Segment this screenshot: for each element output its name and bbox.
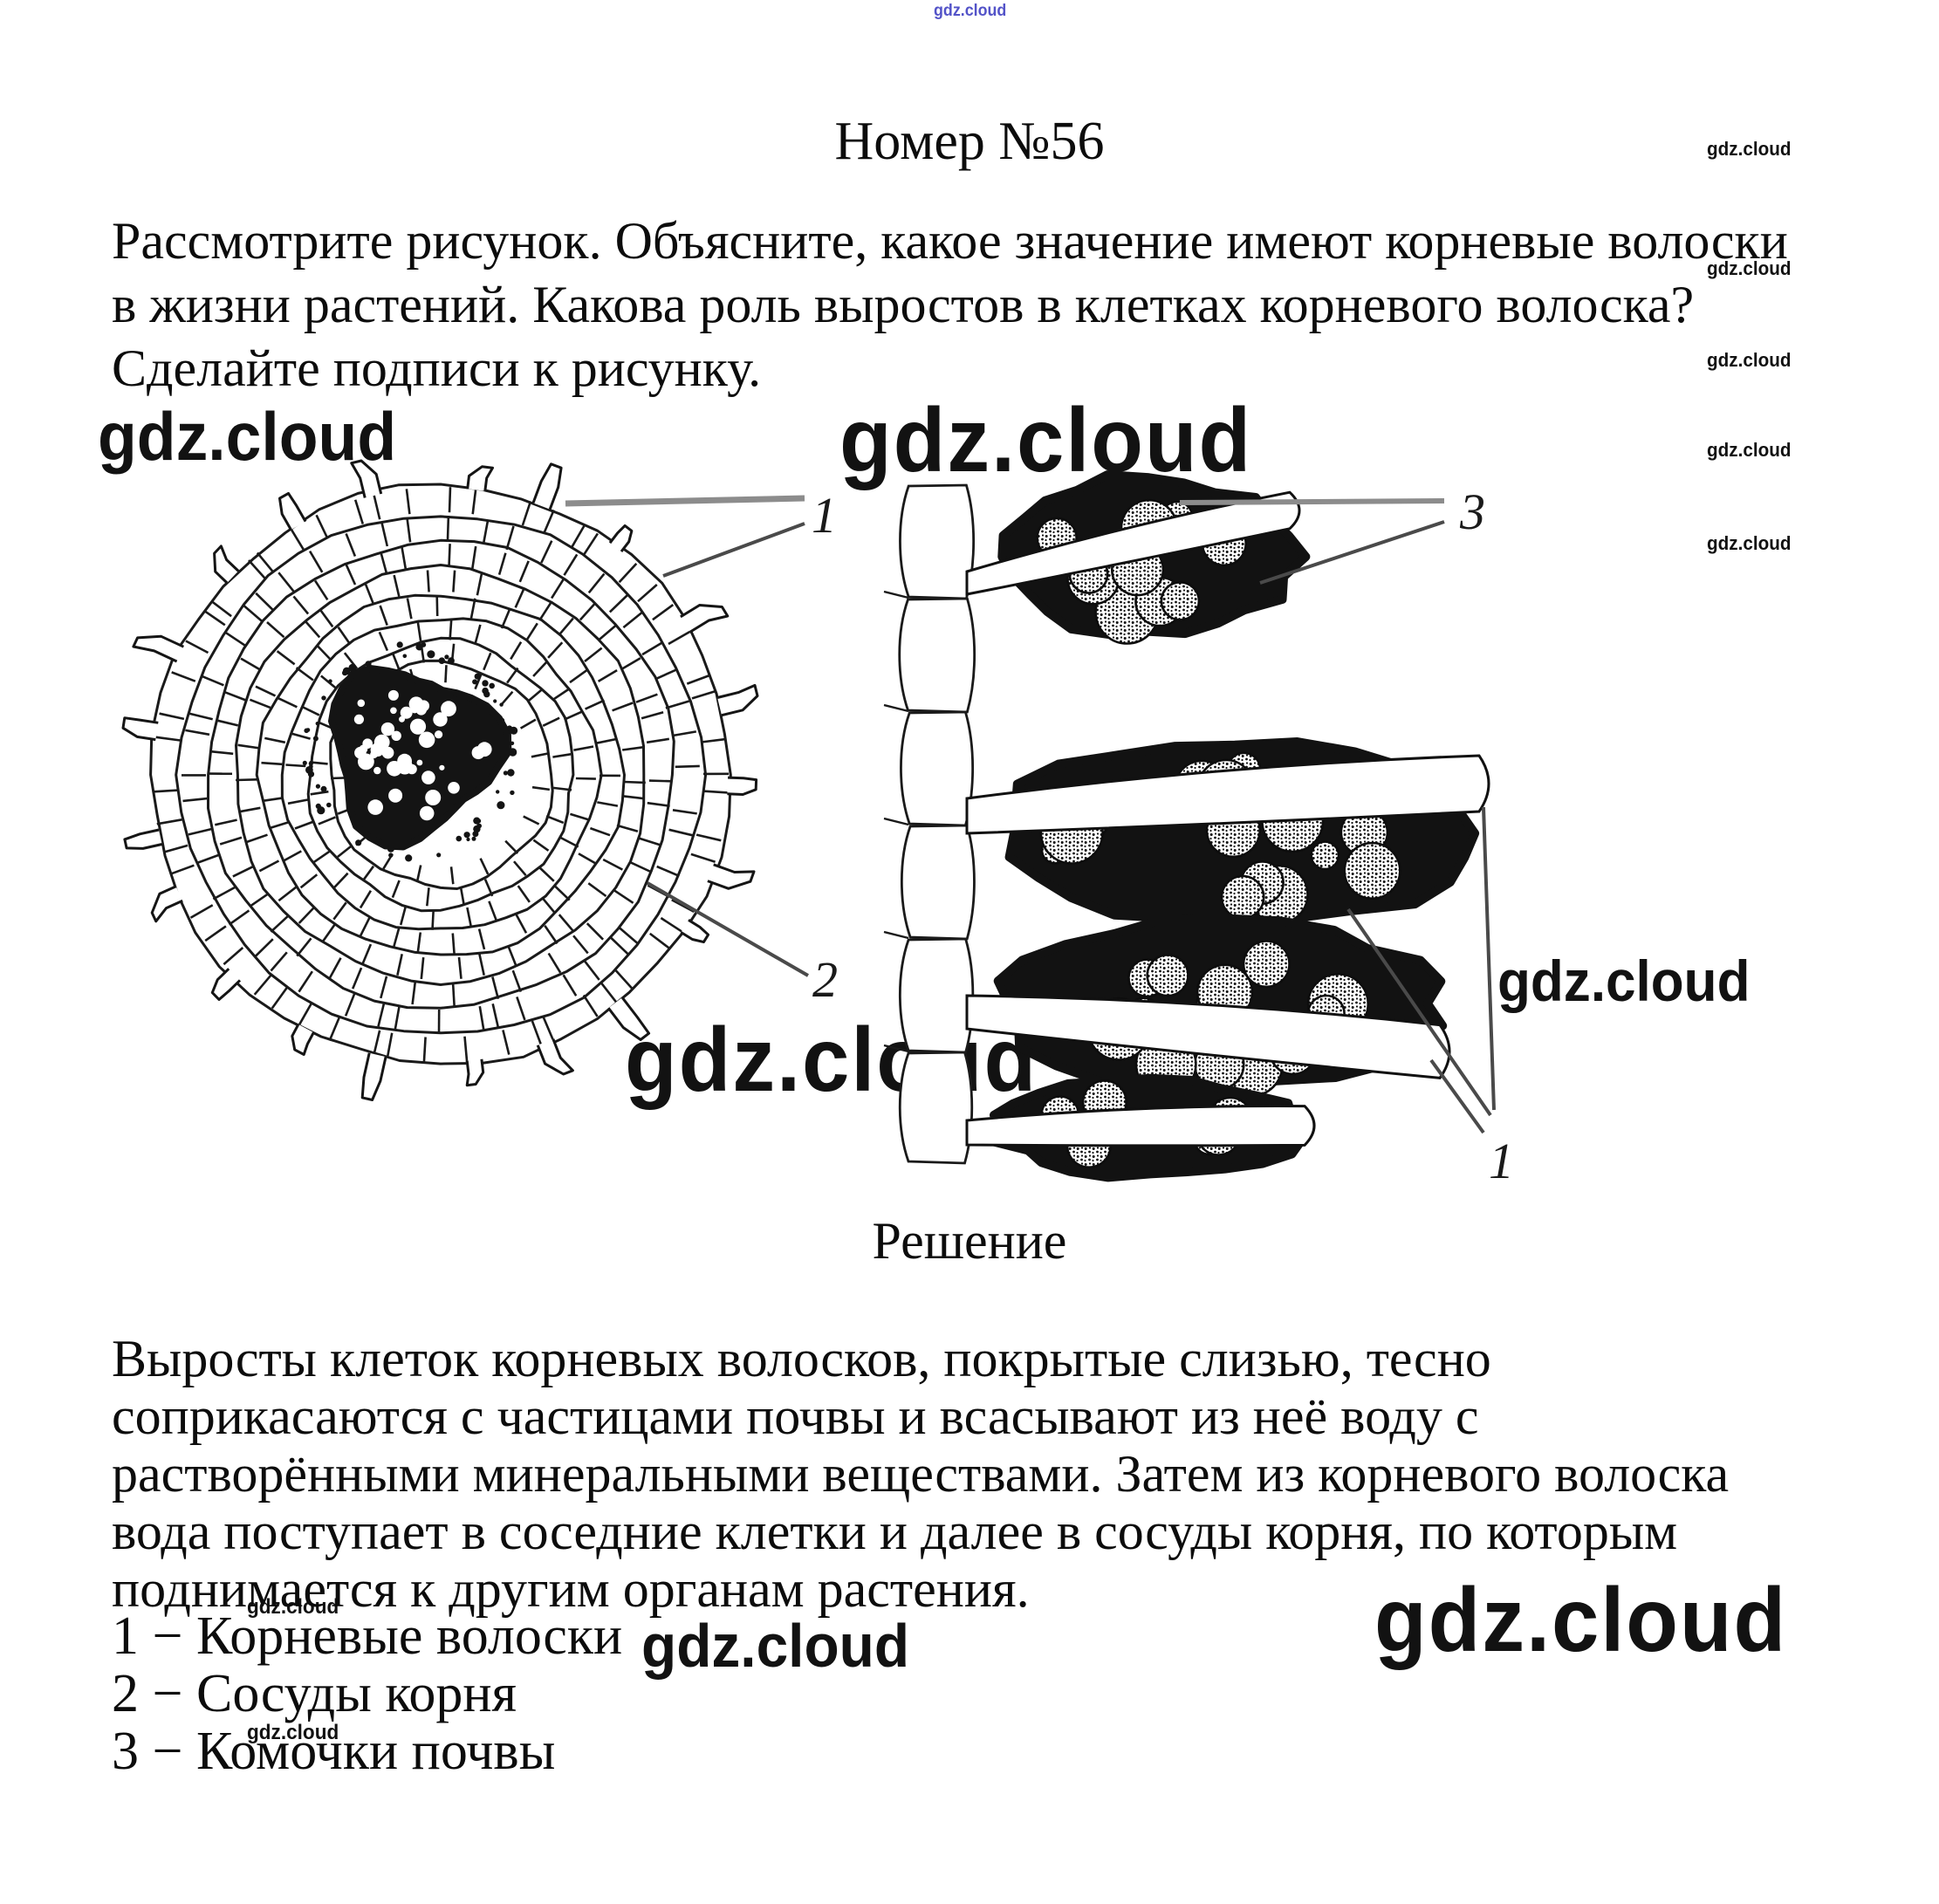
root-cross-section-drawing: [121, 459, 759, 1101]
watermark-gdz-cloud-right: gdz.cloud: [1497, 949, 1751, 1013]
watermark-gdz-cloud-side: gdz.cloud: [1707, 349, 1792, 371]
question-line: Рассмотрите рисунок. Объясните, какое зн…: [112, 212, 1788, 270]
legend-item: 1 − Корневые волоски: [112, 1606, 623, 1666]
watermark-gdz-cloud-bottom-right: gdz.cloud: [1374, 1570, 1788, 1671]
legend-item: 3 − Комочки почвы: [112, 1722, 556, 1781]
watermark-gdz-cloud-side: gdz.cloud: [1707, 532, 1792, 554]
question-line: в жизни растений. Какова роль выростов в…: [112, 276, 1695, 333]
leader-line-left-2: [647, 881, 809, 977]
leader-line-right-1-a: [1482, 806, 1496, 1111]
watermark-gdz-cloud-side: gdz.cloud: [1707, 439, 1792, 461]
solution-line: вода поступает в соседние клетки и далее…: [112, 1503, 1678, 1560]
solution-text: Выросты клеток корневых волосков, покрыт…: [112, 1330, 1729, 1618]
leader-line-right-3-diagonal: [1259, 520, 1445, 585]
figure-label-root-vessels: 2: [812, 951, 838, 1008]
solution-line: поднимается к другим органам растения.: [112, 1560, 1030, 1618]
leader-line-left-1-horizontal: [565, 495, 805, 507]
watermark-gdz-cloud-small: gdz.cloud: [247, 1595, 339, 1619]
watermark-gdz-cloud-legend: gdz.cloud: [641, 1612, 910, 1680]
watermark-gdz-cloud-small: gdz.cloud: [247, 1721, 339, 1744]
solution-line: растворёнными минеральными веществами. З…: [112, 1445, 1730, 1503]
root-hairs-soil-drawing: [883, 470, 1490, 1182]
watermark-gdz-cloud-left: gdz.cloud: [98, 398, 397, 475]
leader-line-right-3-horizontal: [1179, 498, 1445, 505]
solution-line: соприкасаются с частицами почвы и всасыв…: [112, 1387, 1479, 1445]
page-title: Номер №56: [834, 112, 1105, 171]
figure-legend: 1 − Корневые волоски 2 − Сосуды корня 3 …: [112, 1607, 622, 1780]
leader-line-right-1-b: [1346, 907, 1492, 1117]
watermark-gdz-cloud-top: gdz.cloud: [934, 2, 1007, 20]
figure-label-root-hairs-right: 1: [1489, 1133, 1514, 1189]
question-line: Сделайте подписи к рисунку.: [112, 339, 762, 397]
leader-line-right-1-c: [1429, 1058, 1485, 1134]
watermark-gdz-cloud-side: gdz.cloud: [1707, 257, 1792, 279]
leader-line-left-1-diagonal: [662, 522, 805, 578]
figure-label-root-hairs-left: 1: [812, 487, 837, 544]
watermark-gdz-cloud-center: gdz.cloud: [839, 390, 1253, 491]
question-text: Рассмотрите рисунок. Объясните, какое зн…: [112, 209, 1788, 401]
figure-label-soil-lumps: 3: [1459, 483, 1485, 540]
watermark-gdz-cloud-side: gdz.cloud: [1707, 138, 1792, 160]
solution-line: Выросты клеток корневых волосков, покрыт…: [112, 1330, 1491, 1387]
solution-heading: Решение: [872, 1212, 1067, 1270]
legend-item: 2 − Сосуды корня: [112, 1664, 517, 1723]
